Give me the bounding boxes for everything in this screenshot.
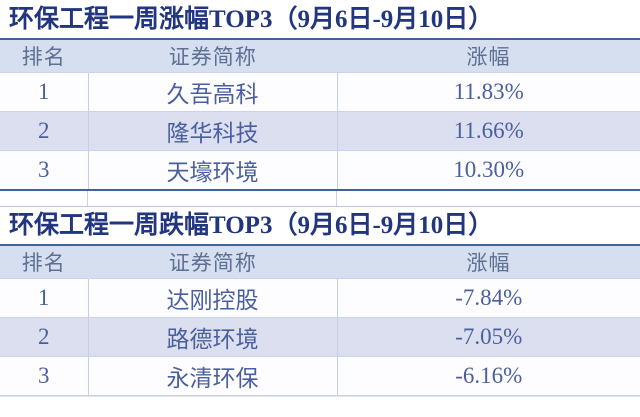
cell-change: 11.66% xyxy=(337,111,640,151)
column-header-name: 证券简称 xyxy=(88,246,337,279)
cell-rank: 2 xyxy=(0,317,89,357)
table-header-row-losers: 排名 证券简称 涨幅 xyxy=(0,246,640,279)
table-row[interactable]: 3 永清环保 -6.16% xyxy=(0,356,640,396)
cell-name: 路德环境 xyxy=(88,317,338,357)
cell-name: 隆华科技 xyxy=(88,111,338,151)
cell-name: 达刚控股 xyxy=(88,278,338,318)
grid-line-vertical xyxy=(336,191,337,206)
table-title-gainers: 环保工程一周涨幅TOP3（9月6日-9月10日） xyxy=(0,0,640,40)
cell-rank: 3 xyxy=(0,150,89,191)
column-header-change: 涨幅 xyxy=(337,40,640,73)
cell-name: 天壕环境 xyxy=(88,150,338,191)
cell-change: -7.05% xyxy=(337,317,640,357)
gainers-table: 排名 证券简称 涨幅 1 久吾高科 11.83% 2 隆华科技 11.66% 3… xyxy=(0,40,640,191)
cell-name: 久吾高科 xyxy=(88,72,338,112)
cell-rank: 1 xyxy=(0,72,89,112)
cell-rank: 2 xyxy=(0,111,89,151)
cell-change: 10.30% xyxy=(337,150,640,191)
cell-change: 11.83% xyxy=(337,72,640,112)
column-header-change: 涨幅 xyxy=(337,246,640,279)
table-title-losers: 环保工程一周跌幅TOP3（9月6日-9月10日） xyxy=(0,206,640,246)
cell-change: -7.84% xyxy=(337,278,640,318)
table-row[interactable]: 3 天壕环境 10.30% xyxy=(0,150,640,191)
column-header-rank: 排名 xyxy=(0,246,89,279)
grid-line-vertical xyxy=(87,191,88,206)
cell-name: 永清环保 xyxy=(88,356,338,396)
column-header-rank: 排名 xyxy=(0,40,89,73)
title-text-gainers: 环保工程一周涨幅TOP3（9月6日-9月10日） xyxy=(9,5,494,33)
title-text-losers: 环保工程一周跌幅TOP3（9月6日-9月10日） xyxy=(9,212,494,239)
losers-table: 排名 证券简称 涨幅 1 达刚控股 -7.84% 2 路德环境 -7.05% 3… xyxy=(0,246,640,396)
cell-rank: 1 xyxy=(0,278,89,318)
table-row[interactable]: 2 路德环境 -7.05% xyxy=(0,317,640,357)
table-row[interactable]: 1 达刚控股 -7.84% xyxy=(0,278,640,318)
table-row[interactable]: 1 久吾高科 11.83% xyxy=(0,72,640,112)
table-header-row-gainers: 排名 证券简称 涨幅 xyxy=(0,40,640,73)
cell-rank: 3 xyxy=(0,356,89,396)
sheet-bottom-edge xyxy=(0,396,640,401)
cell-change: -6.16% xyxy=(337,356,640,396)
table-separator-gap xyxy=(0,191,640,206)
table-row[interactable]: 2 隆华科技 11.66% xyxy=(0,111,640,151)
column-header-name: 证券简称 xyxy=(88,40,337,73)
